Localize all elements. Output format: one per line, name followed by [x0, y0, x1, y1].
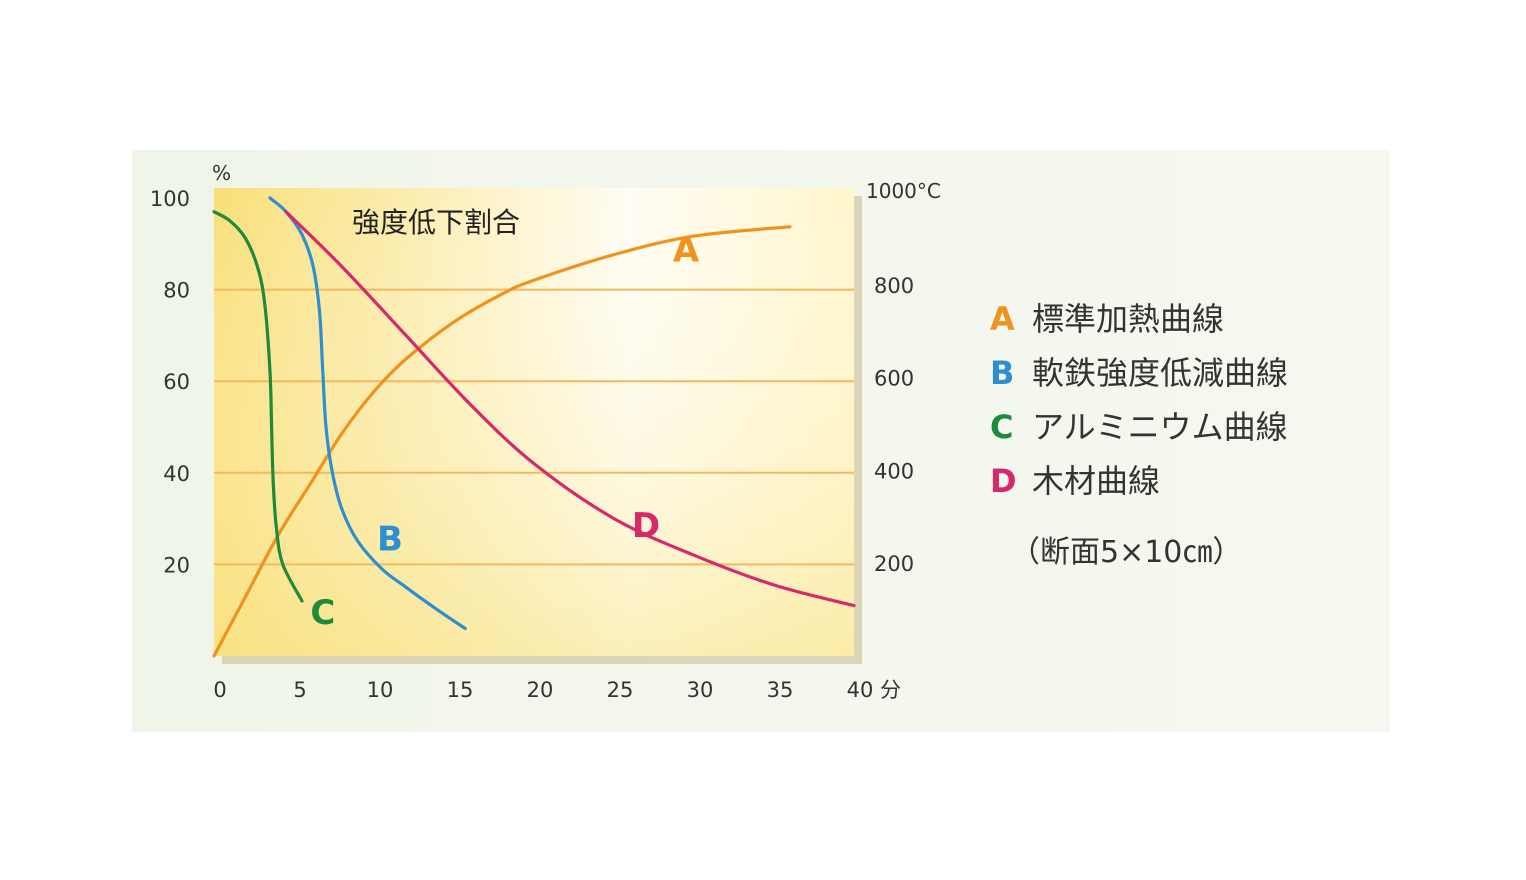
- curves: [212, 196, 856, 658]
- x-tick-10: 10: [367, 678, 394, 702]
- curve-labels: A B C D: [310, 231, 700, 633]
- legend-label-B: 軟鉄強度低減曲線: [1032, 354, 1288, 392]
- legend: A 標準加熱曲線 B 軟鉄強度低減曲線 C アルミニウム曲線 D 木材曲線: [990, 300, 1288, 500]
- y-left-tick-100: 100: [150, 187, 190, 211]
- x-tick-5: 5: [293, 678, 306, 702]
- x-tick-30: 30: [687, 678, 714, 702]
- legend-label-C: アルミニウム曲線: [1032, 408, 1288, 446]
- y-left-tick-20: 20: [163, 553, 190, 577]
- curve-D: [284, 210, 856, 608]
- curve-C: [212, 210, 304, 603]
- legend-label-A: 標準加熱曲線: [1032, 300, 1224, 338]
- y-right-tick-200: 200: [874, 552, 914, 576]
- y-right-tick-labels: 200 400 600 800: [874, 274, 914, 576]
- legend-key-A: A: [990, 300, 1015, 338]
- y-right-tick-600: 600: [874, 367, 914, 391]
- legend-key-D: D: [990, 462, 1017, 500]
- curve-label-B: B: [377, 520, 403, 560]
- x-tick-35: 35: [767, 678, 794, 702]
- x-tick-20: 20: [527, 678, 554, 702]
- legend-label-D: 木材曲線: [1032, 462, 1160, 500]
- y-left-tick-60: 60: [163, 370, 190, 394]
- curve-B: [268, 196, 467, 631]
- y-right-tick-400: 400: [874, 459, 914, 483]
- x-tick-15: 15: [447, 678, 474, 702]
- y-left-tick-labels: 20 40 60 80 100: [150, 187, 190, 577]
- y-right-tick-800: 800: [874, 274, 914, 298]
- x-unit: 分: [880, 678, 901, 702]
- curve-label-D: D: [632, 506, 660, 546]
- gridlines: [214, 288, 854, 566]
- x-tick-labels: 0 5 10 15 20 25 30 35 40: [213, 678, 873, 702]
- plot-bottom-fade: [214, 188, 854, 656]
- y-left-unit: %: [212, 161, 231, 185]
- x-tick-0: 0: [213, 678, 226, 702]
- x-tick-40: 40: [847, 678, 874, 702]
- legend-key-C: C: [990, 408, 1013, 446]
- x-tick-25: 25: [607, 678, 634, 702]
- y-left-tick-40: 40: [163, 462, 190, 486]
- y-right-unit: 1000°C: [866, 179, 941, 203]
- curve-label-A: A: [673, 231, 700, 271]
- curve-label-C: C: [310, 593, 335, 633]
- legend-key-B: B: [990, 354, 1014, 392]
- legend-note: （断面5×10㎝）: [1010, 535, 1242, 570]
- chart-title: 強度低下割合: [352, 206, 520, 239]
- y-left-tick-80: 80: [163, 279, 190, 303]
